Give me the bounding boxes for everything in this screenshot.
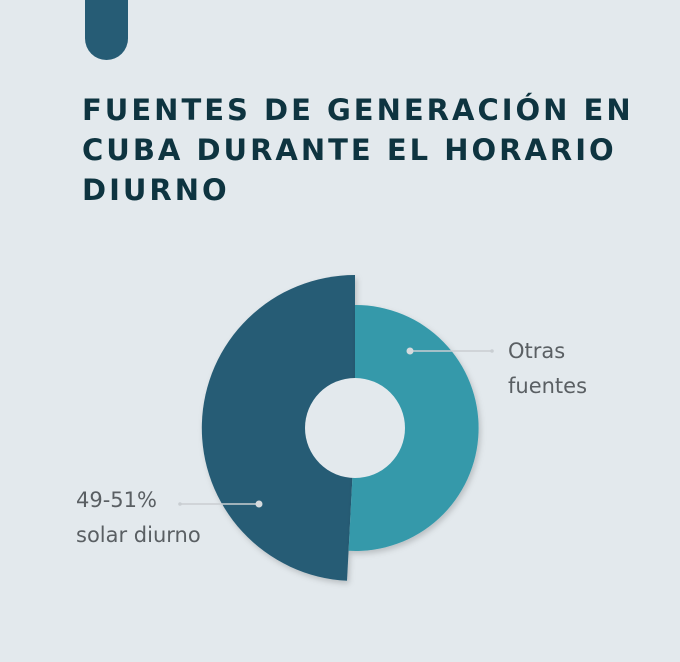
donut-hole [305, 378, 405, 478]
leader-end-solar [178, 502, 182, 506]
leader-end-otras [490, 349, 494, 353]
chart-title: FUENTES DE GENERACIÓN EN CUBA DURANTE EL… [82, 93, 634, 207]
leader-dot-otras [406, 347, 414, 355]
slice-otras-fuentes [348, 304, 479, 551]
label-solar-diurno: 49-51% solar diurno [76, 488, 201, 547]
label-otras-fuentes: Otras fuentes [508, 339, 588, 398]
top-decorative-tab [85, 0, 128, 60]
leader-dot-solar [255, 500, 263, 508]
